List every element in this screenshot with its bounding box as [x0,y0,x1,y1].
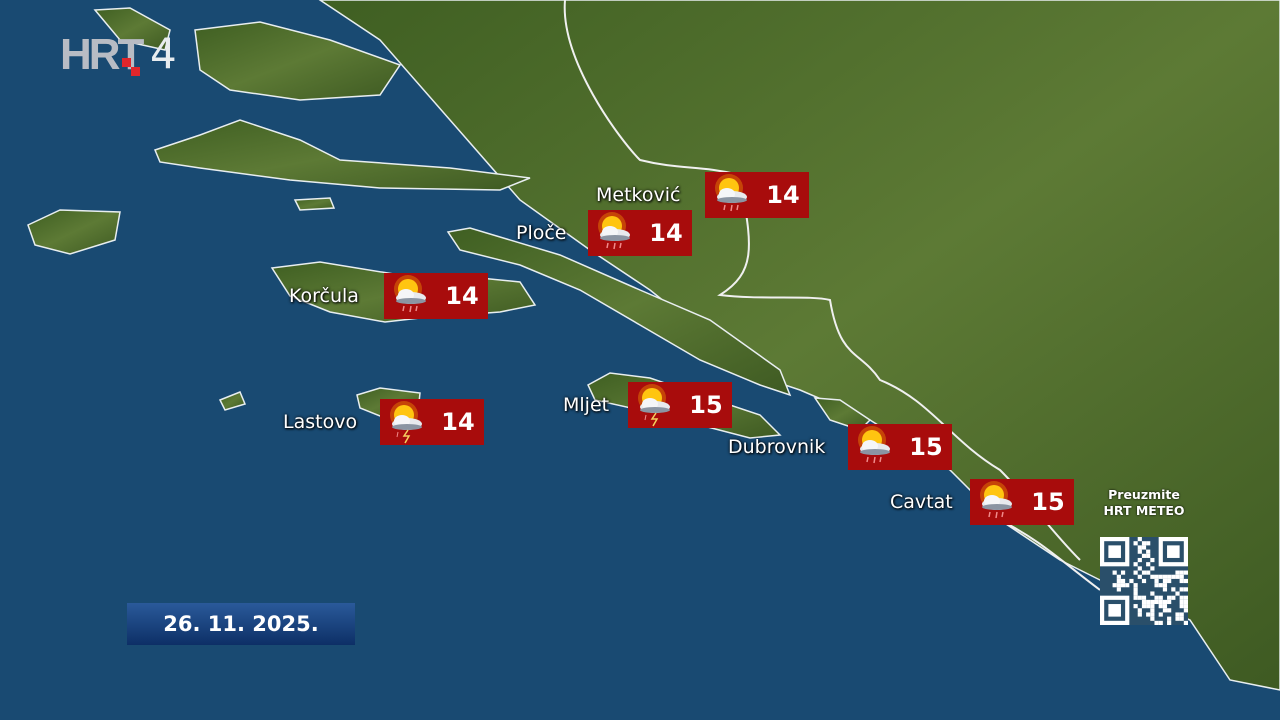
island-brac [194,21,402,101]
border-lines [563,0,1101,591]
temperature: 14 [441,408,475,436]
logo-red-square [122,58,131,67]
promo-line2: HRT METEO [1103,503,1185,518]
city-label: Mljet [563,394,610,416]
sun-cloud-rain-icon [848,424,900,470]
island-vis [27,209,121,255]
city-label: Korčula [289,285,359,307]
qr-code-icon[interactable] [1099,537,1189,625]
sun-cloud-thunder-icon [628,382,680,428]
city-label: Cavtat [890,491,953,513]
city-label: Dubrovnik [728,436,826,458]
sun-cloud-rain-icon [970,479,1022,525]
city-label: Metković [596,184,681,206]
channel-number: 4 [150,29,177,78]
peljesac [446,227,792,397]
sun-cloud-rain-icon [705,172,757,218]
temperature: 15 [1031,488,1065,516]
promo-text: Preuzmite HRT METEO [1092,487,1196,519]
sun-cloud-thunder-icon [380,399,432,445]
temperature: 14 [766,181,800,209]
sun-cloud-rain-icon [588,210,640,256]
logo-text: HRT [60,30,144,79]
forecast-badge: 15 [970,479,1074,525]
forecast-badge: 14 [588,210,692,256]
logo-red-square [131,67,140,76]
forecast-badge: 14 [705,172,809,218]
forecast-badge: 15 [628,382,732,428]
temperature: 15 [689,391,723,419]
island-hvar-north [93,7,171,51]
temperature: 14 [649,219,683,247]
island-small-2 [218,391,247,411]
forecast-badge: 15 [848,424,952,470]
island-small [293,197,336,211]
forecast-badge: 14 [380,399,484,445]
sun-cloud-rain-icon [384,273,436,319]
island-hvar [153,119,531,191]
city-label: Lastovo [283,411,358,433]
city-label: Ploče [516,222,567,244]
hrt4-logo: HRT 4 [60,29,190,79]
forecast-badge: 14 [384,273,488,319]
temperature: 14 [445,282,479,310]
promo-line1: Preuzmite [1108,487,1180,502]
temperature: 15 [909,433,943,461]
date-label: 26. 11. 2025. [127,603,355,645]
